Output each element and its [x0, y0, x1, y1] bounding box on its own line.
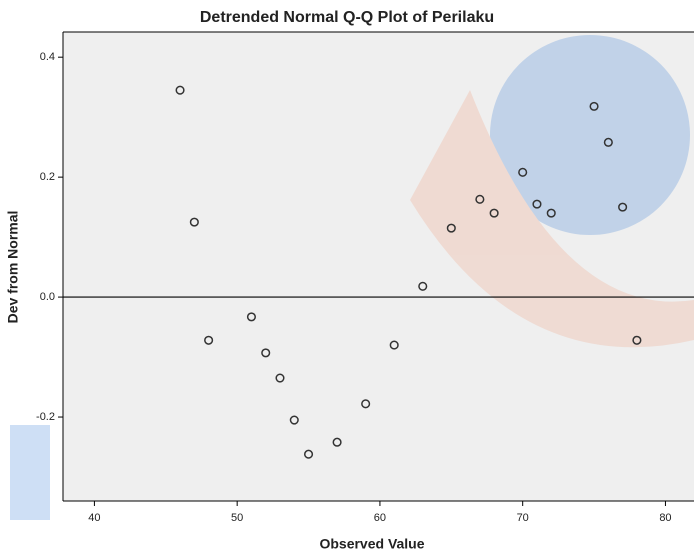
y-tick-label: 0.4	[40, 51, 55, 63]
y-tick-label: -0.2	[36, 411, 55, 423]
x-tick-label: 70	[517, 512, 529, 524]
chart: Detrended Normal Q-Q Plot of Perilaku Ob…	[0, 0, 694, 559]
page: {"chart_data": {"type": "scatter", "titl…	[0, 0, 694, 559]
x-axis-title: Observed Value	[319, 536, 424, 552]
x-tick-label: 80	[659, 512, 671, 524]
chart-title: Detrended Normal Q-Q Plot of Perilaku	[200, 9, 494, 26]
watermark-shape	[10, 425, 50, 520]
x-tick-label: 60	[374, 512, 386, 524]
x-tick-label: 40	[88, 512, 100, 524]
y-tick-label: 0.0	[40, 291, 55, 303]
y-axis-title: Dev from Normal	[5, 211, 21, 324]
y-tick-label: 0.2	[40, 171, 55, 183]
x-tick-label: 50	[231, 512, 243, 524]
